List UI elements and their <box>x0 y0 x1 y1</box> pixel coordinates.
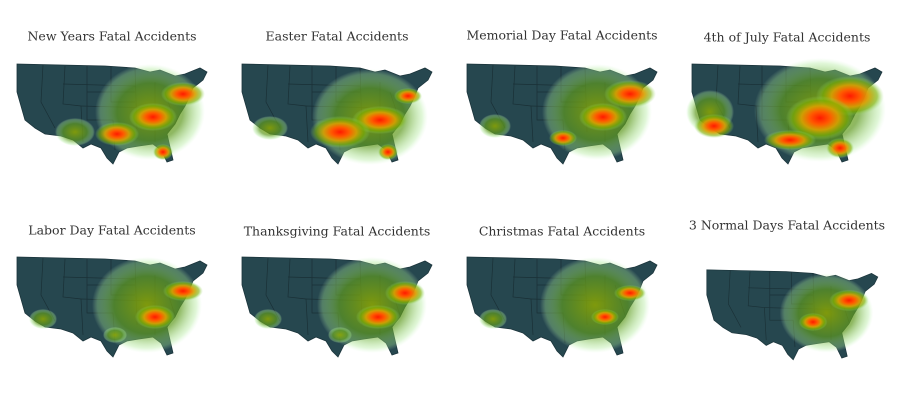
heat-blob <box>129 103 177 131</box>
heat-blob <box>135 305 175 329</box>
heat-blob <box>779 273 874 353</box>
heat-blob <box>826 138 854 158</box>
heat-blob <box>540 257 650 353</box>
panel-title: Christmas Fatal Accidents <box>479 224 645 239</box>
heat-blob <box>254 309 282 329</box>
panel-title: New Years Fatal Accidents <box>27 29 196 44</box>
heat-blob <box>764 130 816 150</box>
heat-blob <box>829 289 869 312</box>
heat-blob <box>786 96 854 140</box>
heat-blob <box>479 114 511 138</box>
heat-blob <box>153 144 173 160</box>
heat-blob <box>479 309 507 329</box>
heat-blob <box>385 281 425 305</box>
panel-title: 3 Normal Days Fatal Accidents <box>689 218 885 233</box>
heat-blob <box>549 130 577 146</box>
us-map <box>466 256 658 358</box>
heat-blob <box>394 88 422 104</box>
us-map <box>466 63 658 165</box>
panel-title: Thanksgiving Fatal Accidents <box>244 224 431 239</box>
heat-blob <box>579 103 627 131</box>
heat-blob <box>163 281 203 301</box>
heat-blob <box>356 305 400 329</box>
heat-blob <box>604 80 656 108</box>
heat-blob <box>694 114 734 138</box>
panel-title: Memorial Day Fatal Accidents <box>466 28 657 43</box>
heat-blob <box>29 309 57 329</box>
heat-blob <box>798 313 828 331</box>
us-map <box>241 63 433 165</box>
heat-blob <box>103 327 127 343</box>
heat-blob <box>95 122 139 146</box>
us-map <box>16 63 208 165</box>
heat-blob <box>378 144 398 160</box>
panel-title: Labor Day Fatal Accidents <box>28 223 195 238</box>
us-map <box>16 256 208 358</box>
panel-title: 4th of July Fatal Accidents <box>704 30 871 45</box>
heat-blob <box>614 285 646 301</box>
heat-blob <box>591 309 619 325</box>
heat-blob <box>310 116 370 148</box>
panel-title: Easter Fatal Accidents <box>266 29 409 44</box>
us-map <box>241 256 433 358</box>
us-map <box>706 269 879 361</box>
heat-blob <box>252 116 288 140</box>
heat-blob <box>55 118 95 146</box>
heat-blob <box>328 327 352 343</box>
us-map <box>686 58 886 165</box>
heat-blob <box>161 82 205 106</box>
